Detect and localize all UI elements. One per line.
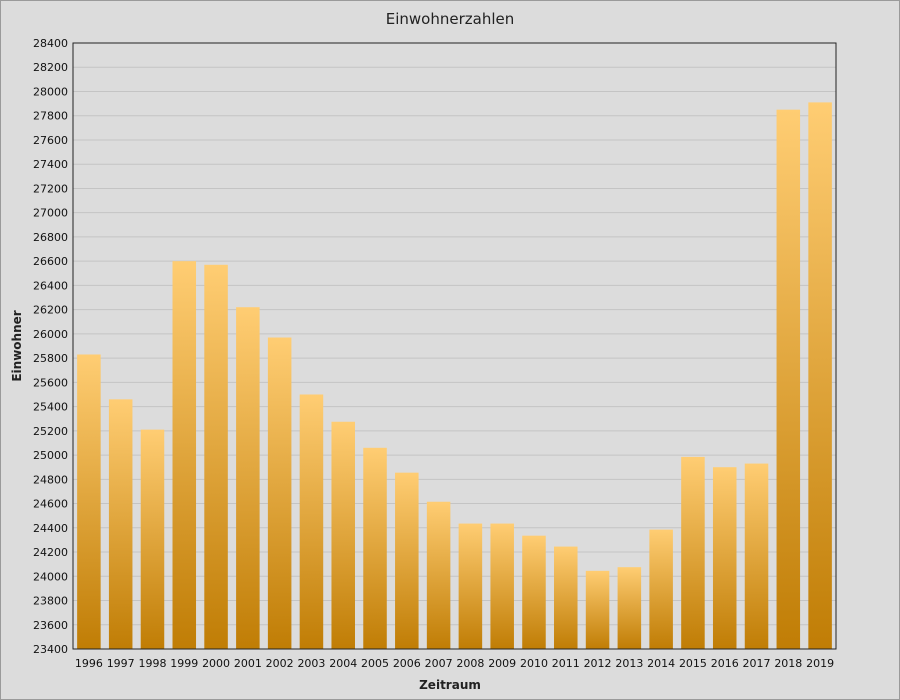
bar-2004 [331, 421, 355, 649]
bar-2019 [808, 102, 832, 649]
y-tick-label: 24800 [33, 473, 68, 486]
chart-title: Einwohnerzahlen [386, 10, 514, 28]
x-tick-label: 2011 [552, 657, 580, 670]
y-tick-label: 27400 [33, 158, 68, 171]
y-tick-label: 26000 [33, 328, 68, 341]
bar-2003 [299, 394, 324, 649]
y-tick-label: 25000 [33, 449, 68, 462]
x-tick-label: 2004 [329, 657, 357, 670]
y-axis-ticks: 23400 23600 23800 24000 24200 24400 24600 24800… [33, 37, 68, 656]
y-tick-label: 25200 [33, 425, 68, 438]
y-tick-label: 23400 [33, 643, 68, 656]
y-tick-label: 27600 [33, 134, 68, 147]
y-axis-title: Einwohner [10, 310, 24, 381]
bar-2002 [267, 337, 292, 649]
y-tick-label: 25800 [33, 352, 68, 365]
y-tick-label: 28200 [33, 61, 68, 74]
bar-2009 [490, 523, 514, 649]
x-tick-label: 2012 [584, 657, 612, 670]
y-tick-label: 25400 [33, 401, 68, 414]
x-tick-label: 2016 [711, 657, 739, 670]
y-tick-label: 24600 [33, 498, 68, 511]
y-tick-label: 28400 [33, 37, 68, 50]
y-tick-label: 23600 [33, 619, 68, 632]
x-tick-label: 2017 [743, 657, 771, 670]
bar-1996 [77, 354, 101, 649]
x-tick-label: 1998 [138, 657, 166, 670]
x-tick-label: 2015 [679, 657, 707, 670]
bar-2017 [744, 463, 769, 649]
bar-1998 [140, 429, 165, 649]
y-tick-label: 26200 [33, 304, 68, 317]
bar-2010 [522, 535, 546, 649]
y-tick-label: 26400 [33, 279, 68, 292]
y-tick-label: 27000 [33, 207, 68, 220]
x-tick-label: 2005 [361, 657, 389, 670]
y-tick-label: 24400 [33, 522, 68, 535]
x-tick-label: 1999 [170, 657, 198, 670]
x-tick-label: 2019 [806, 657, 834, 670]
x-tick-label: 2003 [297, 657, 325, 670]
bar-2012 [585, 570, 610, 649]
y-tick-label: 27800 [33, 110, 68, 123]
bar-2001 [236, 307, 260, 649]
bar-2018 [776, 109, 801, 649]
y-tick-label: 27200 [33, 182, 68, 195]
y-tick-label: 25600 [33, 376, 68, 389]
bar-2005 [363, 447, 387, 649]
bar-2008 [458, 523, 483, 649]
x-tick-label: 2010 [520, 657, 548, 670]
x-tick-label: 2002 [266, 657, 294, 670]
x-tick-label: 2008 [456, 657, 484, 670]
bar-2011 [554, 546, 578, 649]
x-axis-title: Zeitraum [419, 678, 481, 692]
x-tick-label: 2018 [774, 657, 802, 670]
x-tick-label: 2000 [202, 657, 230, 670]
x-tick-label: 2007 [425, 657, 453, 670]
x-tick-label: 1996 [75, 657, 103, 670]
x-tick-label: 2009 [488, 657, 516, 670]
gridlines [73, 66, 836, 626]
y-tick-label: 26600 [33, 255, 68, 268]
x-tick-label: 2006 [393, 657, 421, 670]
plot-frame [72, 42, 837, 650]
bar-2016 [712, 467, 737, 649]
bar-1999 [172, 261, 197, 649]
bar-2000 [204, 264, 228, 649]
x-tick-label: 1997 [107, 657, 135, 670]
bar-2013 [617, 567, 642, 649]
x-axis-ticks: 1996 1997 1998 1999 2000 2001 2002 2003 2004 2005… [75, 657, 834, 670]
x-tick-label: 2013 [615, 657, 643, 670]
y-tick-label: 23800 [33, 595, 68, 608]
bar-2006 [395, 472, 419, 649]
bar-2015 [681, 456, 705, 649]
y-tick-label: 28000 [33, 85, 68, 98]
y-tick-label: 26800 [33, 231, 68, 244]
bar-1997 [108, 399, 133, 649]
x-tick-label: 2014 [647, 657, 675, 670]
y-tick-label: 24200 [33, 546, 68, 559]
bar-2014 [649, 529, 673, 649]
bars [77, 102, 832, 649]
bar-2007 [426, 501, 451, 649]
y-tick-label: 24000 [33, 570, 68, 583]
x-tick-label: 2001 [234, 657, 262, 670]
